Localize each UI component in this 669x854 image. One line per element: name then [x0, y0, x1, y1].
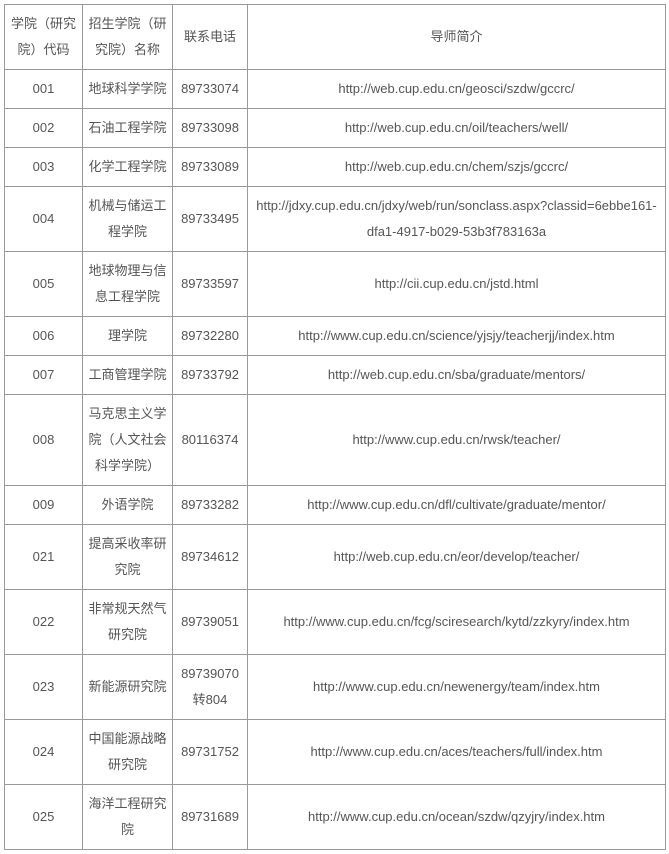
header-name: 招生学院（研究院）名称: [83, 5, 173, 70]
cell-phone: 89739051: [173, 590, 248, 655]
cell-name: 外语学院: [83, 486, 173, 525]
cell-code: 002: [5, 109, 83, 148]
cell-name: 新能源研究院: [83, 655, 173, 720]
cell-intro: http://web.cup.edu.cn/oil/teachers/well/: [248, 109, 666, 148]
cell-phone: 89733792: [173, 356, 248, 395]
table-row: 021提高采收率研究院89734612http://web.cup.edu.cn…: [5, 525, 666, 590]
table-row: 022非常规天然气研究院89739051http://www.cup.edu.c…: [5, 590, 666, 655]
table-row: 024中国能源战略研究院89731752http://www.cup.edu.c…: [5, 720, 666, 785]
cell-code: 008: [5, 395, 83, 486]
table-row: 023新能源研究院89739070转804http://www.cup.edu.…: [5, 655, 666, 720]
cell-name: 海洋工程研究院: [83, 785, 173, 850]
cell-phone: 89732280: [173, 317, 248, 356]
cell-intro: http://cii.cup.edu.cn/jstd.html: [248, 252, 666, 317]
cell-code: 007: [5, 356, 83, 395]
cell-intro: http://web.cup.edu.cn/chem/szjs/gccrc/: [248, 148, 666, 187]
cell-name: 石油工程学院: [83, 109, 173, 148]
cell-code: 022: [5, 590, 83, 655]
cell-phone: 89733597: [173, 252, 248, 317]
table-row: 007工商管理学院89733792http://web.cup.edu.cn/s…: [5, 356, 666, 395]
cell-intro: http://www.cup.edu.cn/ocean/szdw/qzyjry/…: [248, 785, 666, 850]
cell-phone: 89733074: [173, 70, 248, 109]
table-body: 001地球科学学院89733074http://web.cup.edu.cn/g…: [5, 70, 666, 850]
cell-name: 化学工程学院: [83, 148, 173, 187]
cell-code: 009: [5, 486, 83, 525]
cell-name: 中国能源战略研究院: [83, 720, 173, 785]
cell-phone: 89733495: [173, 187, 248, 252]
cell-intro: http://web.cup.edu.cn/sba/graduate/mento…: [248, 356, 666, 395]
cell-intro: http://www.cup.edu.cn/rwsk/teacher/: [248, 395, 666, 486]
cell-name: 提高采收率研究院: [83, 525, 173, 590]
header-phone: 联系电话: [173, 5, 248, 70]
cell-phone: 80116374: [173, 395, 248, 486]
cell-intro: http://www.cup.edu.cn/aces/teachers/full…: [248, 720, 666, 785]
cell-intro: http://www.cup.edu.cn/newenergy/team/ind…: [248, 655, 666, 720]
header-code: 学院（研究院）代码: [5, 5, 83, 70]
cell-code: 025: [5, 785, 83, 850]
cell-phone: 89733098: [173, 109, 248, 148]
cell-intro: http://jdxy.cup.edu.cn/jdxy/web/run/sonc…: [248, 187, 666, 252]
cell-name: 理学院: [83, 317, 173, 356]
cell-name: 地球物理与信息工程学院: [83, 252, 173, 317]
table-row: 025海洋工程研究院89731689http://www.cup.edu.cn/…: [5, 785, 666, 850]
cell-intro: http://www.cup.edu.cn/science/yjsjy/teac…: [248, 317, 666, 356]
header-intro: 导师简介: [248, 5, 666, 70]
cell-phone: 89734612: [173, 525, 248, 590]
faculty-table: 学院（研究院）代码 招生学院（研究院）名称 联系电话 导师简介 001地球科学学…: [4, 4, 666, 850]
cell-code: 006: [5, 317, 83, 356]
cell-intro: http://www.cup.edu.cn/dfl/cultivate/grad…: [248, 486, 666, 525]
cell-phone: 89731689: [173, 785, 248, 850]
table-row: 003化学工程学院89733089http://web.cup.edu.cn/c…: [5, 148, 666, 187]
cell-intro: http://www.cup.edu.cn/fcg/sciresearch/ky…: [248, 590, 666, 655]
cell-code: 003: [5, 148, 83, 187]
cell-name: 马克思主义学院（人文社会科学学院）: [83, 395, 173, 486]
table-row: 002石油工程学院89733098http://web.cup.edu.cn/o…: [5, 109, 666, 148]
cell-code: 023: [5, 655, 83, 720]
cell-intro: http://web.cup.edu.cn/eor/develop/teache…: [248, 525, 666, 590]
cell-phone: 89739070转804: [173, 655, 248, 720]
table-row: 001地球科学学院89733074http://web.cup.edu.cn/g…: [5, 70, 666, 109]
table-row: 008马克思主义学院（人文社会科学学院）80116374http://www.c…: [5, 395, 666, 486]
table-row: 004机械与储运工程学院89733495http://jdxy.cup.edu.…: [5, 187, 666, 252]
cell-phone: 89733089: [173, 148, 248, 187]
table-row: 009外语学院89733282http://www.cup.edu.cn/dfl…: [5, 486, 666, 525]
cell-intro: http://web.cup.edu.cn/geosci/szdw/gccrc/: [248, 70, 666, 109]
cell-name: 非常规天然气研究院: [83, 590, 173, 655]
cell-code: 004: [5, 187, 83, 252]
cell-code: 024: [5, 720, 83, 785]
cell-name: 地球科学学院: [83, 70, 173, 109]
cell-name: 工商管理学院: [83, 356, 173, 395]
cell-name: 机械与储运工程学院: [83, 187, 173, 252]
table-row: 006理学院89732280http://www.cup.edu.cn/scie…: [5, 317, 666, 356]
cell-code: 001: [5, 70, 83, 109]
cell-phone: 89733282: [173, 486, 248, 525]
cell-code: 005: [5, 252, 83, 317]
cell-phone: 89731752: [173, 720, 248, 785]
table-row: 005地球物理与信息工程学院89733597http://cii.cup.edu…: [5, 252, 666, 317]
table-header-row: 学院（研究院）代码 招生学院（研究院）名称 联系电话 导师简介: [5, 5, 666, 70]
cell-code: 021: [5, 525, 83, 590]
